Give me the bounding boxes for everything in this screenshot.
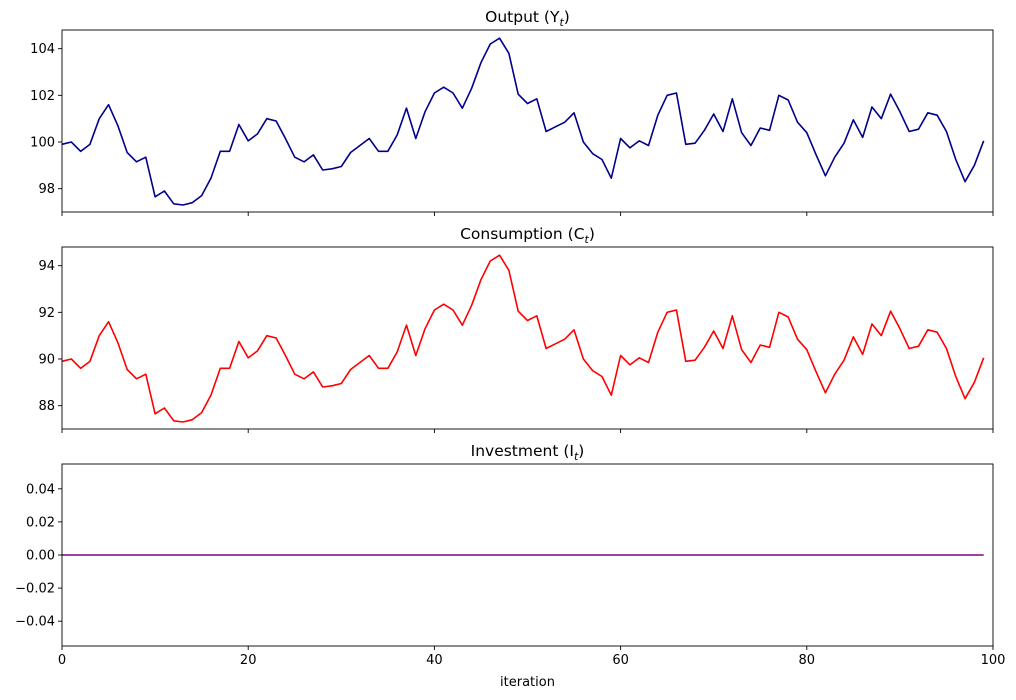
investment-title-sub: t (574, 450, 579, 463)
investment-ytick-label: 0.02 (26, 515, 55, 530)
output-ytick-label: 98 (38, 182, 55, 197)
investment-xtick-label: 0 (58, 653, 66, 668)
investment-ytick-label: 0.00 (26, 549, 55, 564)
investment-xtick-label: 100 (981, 653, 1006, 668)
output-ytick-label: 102 (30, 89, 55, 104)
investment-xtick-label: 20 (240, 653, 257, 668)
investment-xtick-label: 60 (612, 653, 629, 668)
output-panel: Output (Yt) 98 100 102 104 (30, 8, 994, 216)
investment-title-main: Investment (I (471, 442, 574, 460)
consumption-series-line (61, 254, 985, 423)
output-title-close: ) (564, 8, 570, 26)
consumption-ytick-label: 92 (38, 306, 55, 321)
output-ytick-label: 104 (30, 42, 55, 57)
investment-ytick-label: −0.04 (15, 615, 55, 630)
consumption-axes-frame (61, 246, 994, 430)
investment-ytick-label: 0.04 (26, 482, 55, 497)
output-ytick-label: 100 (30, 136, 55, 151)
consumption-ytick-label: 94 (38, 259, 55, 274)
consumption-title-main: Consumption (C (460, 225, 584, 243)
consumption-title-sub: t (585, 233, 590, 246)
output-title: Output (Yt) (485, 8, 570, 29)
investment-xtick-label: 80 (799, 653, 816, 668)
output-title-main: Output (Y (485, 8, 560, 26)
consumption-title: Consumption (Ct) (460, 225, 595, 246)
output-title-sub: t (559, 16, 564, 29)
consumption-panel: Consumption (Ct) 88 90 92 94 (38, 225, 994, 433)
consumption-ytick-label: 88 (38, 399, 55, 414)
investment-panel: Investment (It) −0.04 −0.02 0.00 0.02 0.04 0 20… (15, 442, 1005, 690)
output-series-line (61, 37, 985, 206)
investment-title-close: ) (578, 442, 584, 460)
output-axes-frame (61, 29, 994, 213)
investment-xlabel: iteration (500, 675, 555, 690)
investment-xtick-label: 40 (426, 653, 443, 668)
consumption-title-close: ) (589, 225, 595, 243)
investment-title: Investment (It) (471, 442, 585, 463)
investment-ytick-label: −0.02 (15, 582, 55, 597)
consumption-ytick-label: 90 (38, 353, 55, 368)
